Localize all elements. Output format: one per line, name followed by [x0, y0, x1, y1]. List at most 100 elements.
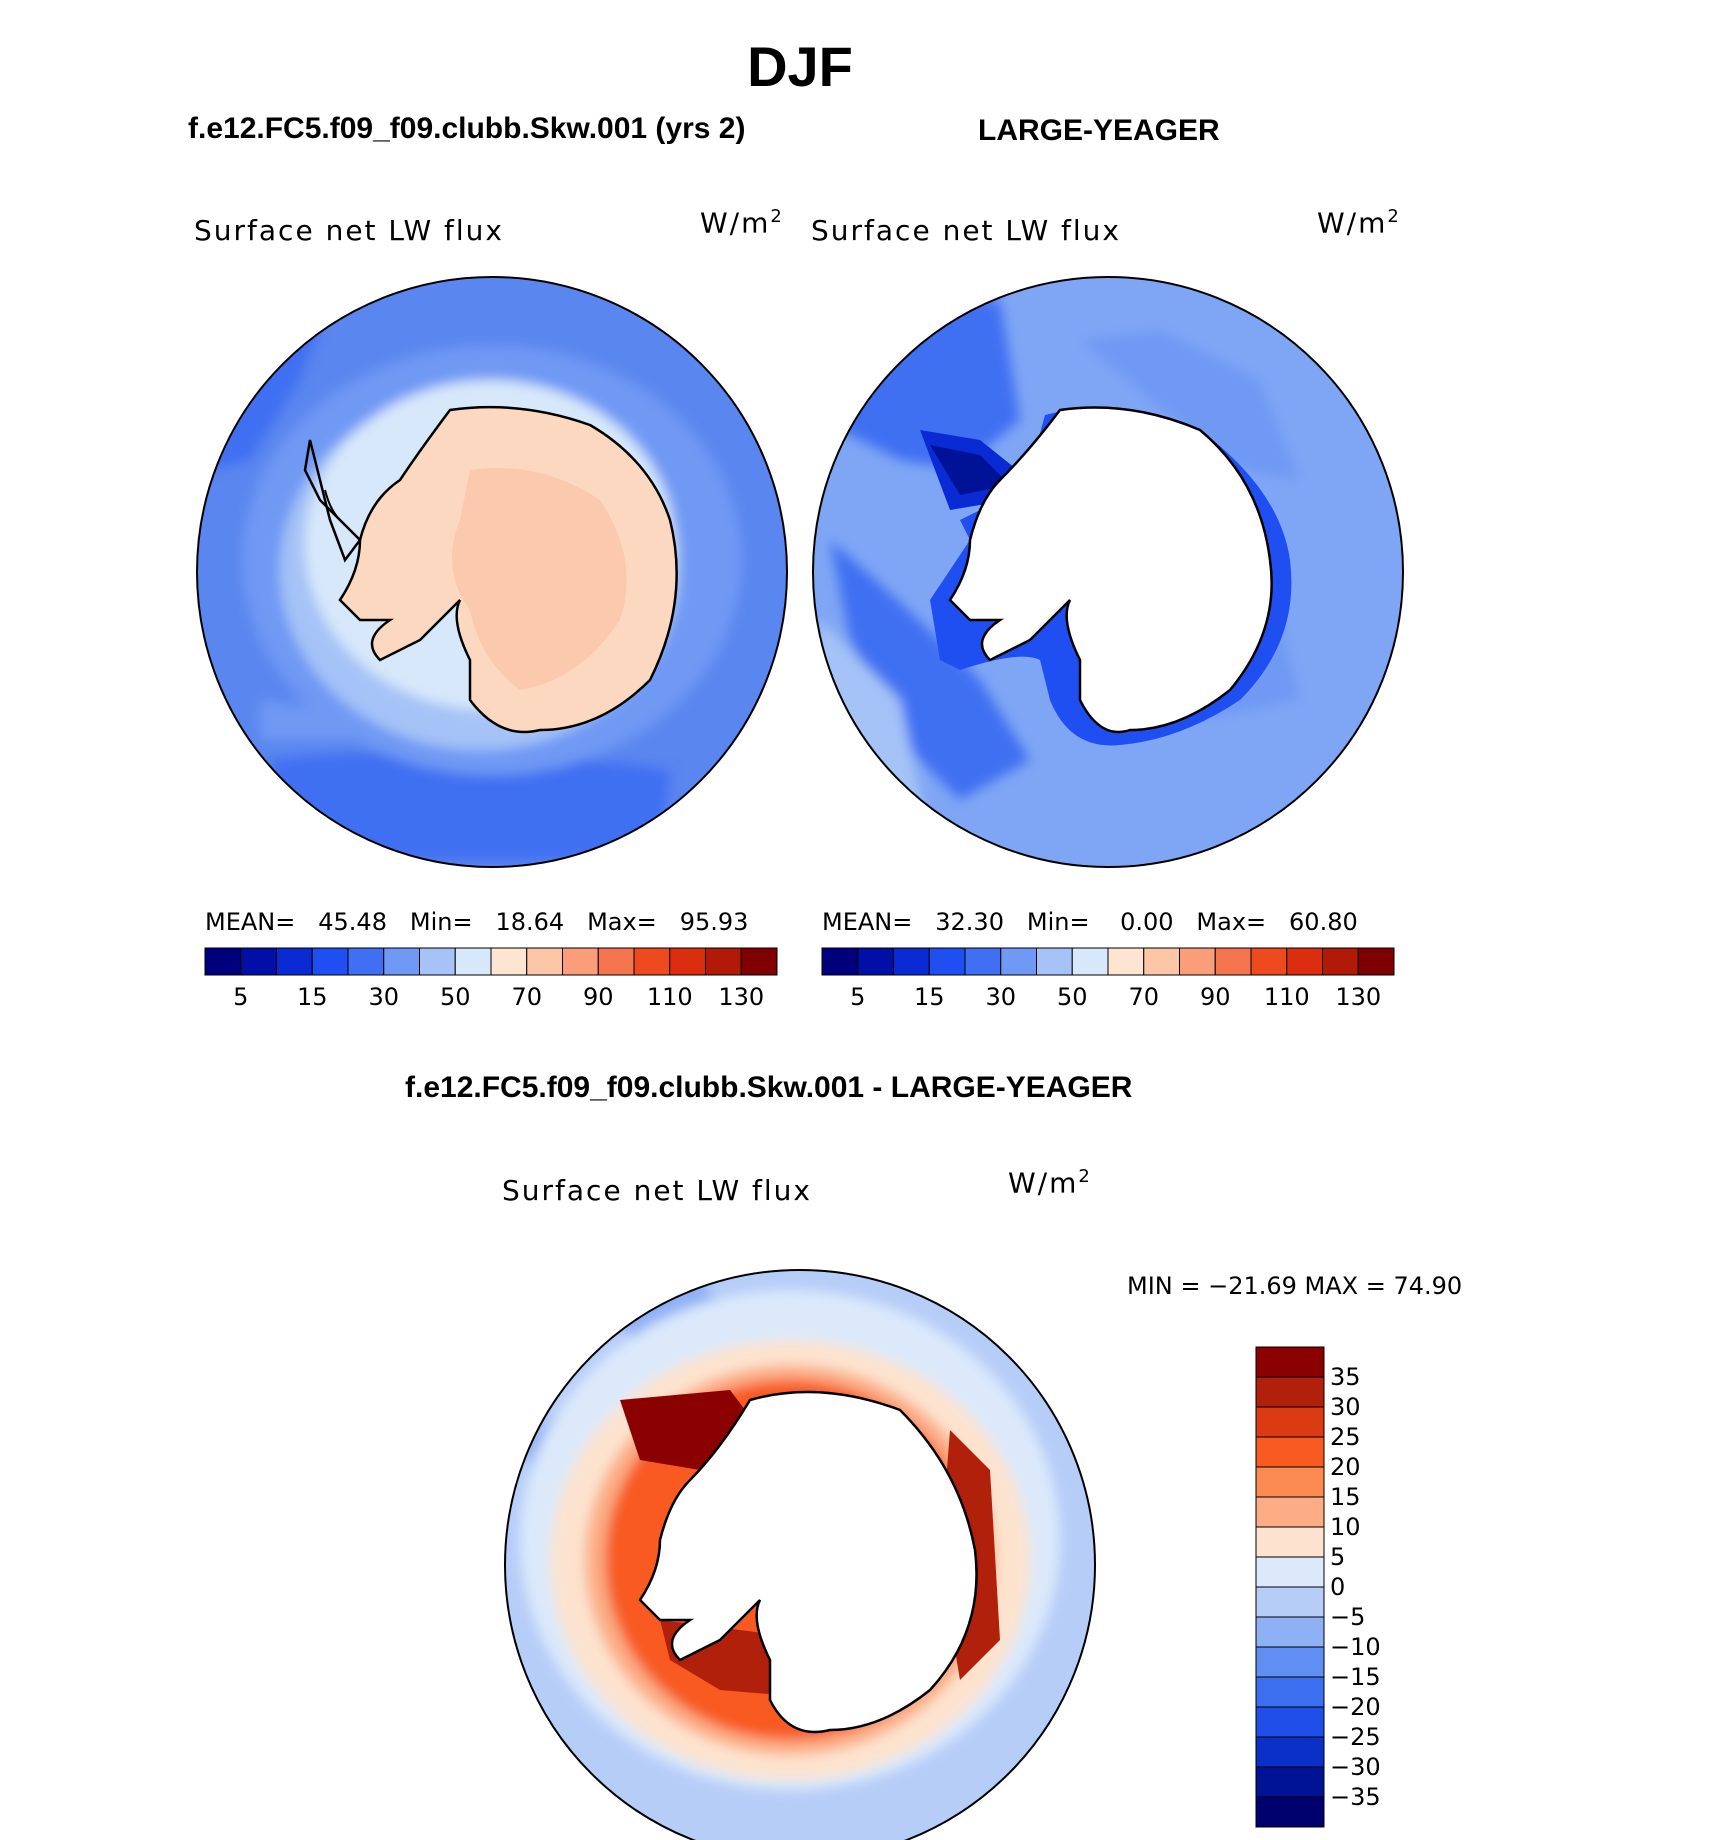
model-colorbar-box — [740, 947, 778, 976]
obs-colorbar-box — [1286, 947, 1323, 976]
figure-title: DJF — [747, 35, 853, 98]
obs-colorbar-box — [1143, 947, 1180, 976]
model-colorbar-label: 70 — [511, 983, 543, 1011]
model-colorbar-label: 50 — [439, 983, 471, 1011]
obs-colorbar-box — [1250, 947, 1288, 976]
model-case-title: f.e12.FC5.f09_f09.clubb.Skw.001 (yrs 2) — [188, 112, 746, 145]
diff-colorbar-box — [1255, 1586, 1325, 1618]
model-coastline — [303, 405, 678, 734]
model-colorbar-label: 90 — [582, 983, 614, 1011]
diff-colorbar-box — [1255, 1406, 1325, 1438]
obs-colorbar-box — [1107, 947, 1145, 976]
obs-colorbar-box — [928, 947, 966, 976]
obs-colorbar-box — [1179, 947, 1216, 976]
model-colorbar-box — [669, 947, 706, 976]
diff-colorbar-label: −25 — [1330, 1723, 1381, 1751]
diff-colorbar — [1255, 1346, 1325, 1828]
diff-colorbar-label: −35 — [1330, 1783, 1381, 1811]
obs-colorbar-box — [964, 947, 1002, 976]
obs-coastline — [948, 406, 1273, 734]
diff-colorbar-label: 25 — [1330, 1423, 1361, 1451]
diff-colorbar-box — [1255, 1736, 1325, 1768]
diff-minmax: MIN = −21.69 MAX = 74.90 — [1127, 1272, 1463, 1300]
obs-colorbar-box — [1357, 947, 1395, 976]
model-colorbar-box — [562, 947, 599, 976]
diff-map-border — [504, 1269, 1096, 1840]
diff-colorbar-box — [1255, 1796, 1325, 1828]
obs-colorbar-label: 110 — [1263, 983, 1310, 1011]
model-colorbar-label: 15 — [296, 983, 328, 1011]
diff-colorbar-box — [1255, 1766, 1325, 1798]
obs-units-label: W/m2 — [1317, 206, 1401, 240]
obs-stats: MEAN= 32.30 Min= 0.00 Max= 60.80 — [822, 908, 1358, 936]
model-colorbar-box — [383, 947, 420, 976]
model-variable-label: Surface net LW flux — [194, 214, 504, 247]
diff-coastline — [638, 1390, 978, 1734]
obs-colorbar-box — [1000, 947, 1037, 976]
obs-map — [813, 277, 1403, 867]
model-colorbar-box — [276, 947, 313, 976]
obs-colorbar — [821, 947, 1395, 976]
model-units-label: W/m2 — [700, 206, 784, 240]
model-stats: MEAN= 45.48 Min= 18.64 Max= 95.93 — [205, 908, 749, 936]
model-colorbar-box — [454, 947, 492, 976]
model-colorbar-box — [204, 947, 242, 976]
model-colorbar-label: 130 — [718, 983, 765, 1011]
obs-colorbar-box — [1071, 947, 1109, 976]
obs-colorbar-label: 70 — [1128, 983, 1160, 1011]
diff-colorbar-box — [1255, 1706, 1325, 1738]
model-colorbar-box — [490, 947, 528, 976]
diff-colorbar-box — [1255, 1646, 1325, 1678]
diff-colorbar-label: 15 — [1330, 1483, 1361, 1511]
diff-colorbar-label: 35 — [1330, 1363, 1361, 1391]
diff-map — [505, 1270, 1095, 1840]
model-colorbar-box — [705, 947, 742, 976]
obs-colorbar-box — [893, 947, 930, 976]
diff-colorbar-label: 30 — [1330, 1393, 1361, 1421]
diff-variable-label: Surface net LW flux — [502, 1174, 812, 1207]
diff-colorbar-label: 10 — [1330, 1513, 1361, 1541]
obs-colorbar-box — [1036, 947, 1073, 976]
model-colorbar — [204, 947, 778, 976]
obs-colorbar-label: 50 — [1056, 983, 1088, 1011]
diff-colorbar-label: 20 — [1330, 1453, 1361, 1481]
obs-colorbar-label: 15 — [913, 983, 945, 1011]
diff-colorbar-box — [1255, 1676, 1325, 1708]
obs-colorbar-box — [1214, 947, 1252, 976]
obs-case-title: LARGE-YEAGER — [978, 114, 1220, 147]
obs-colorbar-box — [821, 947, 859, 976]
diff-colorbar-box — [1255, 1376, 1325, 1408]
model-colorbar-box — [240, 947, 277, 976]
obs-colorbar-label: 30 — [985, 983, 1017, 1011]
model-colorbar-label: 110 — [646, 983, 693, 1011]
model-colorbar-box — [347, 947, 385, 976]
model-colorbar-label: 5 — [233, 983, 249, 1011]
obs-antarctica-fill — [950, 407, 1272, 732]
obs-map-border — [812, 276, 1404, 868]
diff-colorbar-box — [1255, 1346, 1325, 1378]
obs-colorbar-label: 90 — [1199, 983, 1231, 1011]
diff-colorbar-label: 5 — [1330, 1543, 1346, 1571]
diff-colorbar-box — [1255, 1526, 1325, 1558]
diff-case-title: f.e12.FC5.f09_f09.clubb.Skw.001 - LARGE-… — [405, 1071, 1133, 1104]
diff-colorbar-box — [1255, 1616, 1325, 1648]
diff-colorbar-label: −30 — [1330, 1753, 1381, 1781]
obs-colorbar-box — [857, 947, 894, 976]
diff-colorbar-box — [1255, 1436, 1325, 1468]
diff-colorbar-box — [1255, 1466, 1325, 1498]
model-map-border — [196, 276, 788, 868]
model-map — [197, 277, 787, 867]
model-colorbar-box — [311, 947, 349, 976]
model-colorbar-box — [526, 947, 563, 976]
model-colorbar-box — [633, 947, 671, 976]
diff-units-label: W/m2 — [1008, 1166, 1092, 1200]
obs-colorbar-label: 5 — [850, 983, 866, 1011]
model-colorbar-box — [597, 947, 635, 976]
diff-colorbar-label: −20 — [1330, 1693, 1381, 1721]
diff-colorbar-box — [1255, 1496, 1325, 1528]
model-colorbar-box — [419, 947, 456, 976]
diff-colorbar-box — [1255, 1556, 1325, 1588]
diff-colorbar-label: −10 — [1330, 1633, 1381, 1661]
diff-colorbar-label: −5 — [1330, 1603, 1366, 1631]
